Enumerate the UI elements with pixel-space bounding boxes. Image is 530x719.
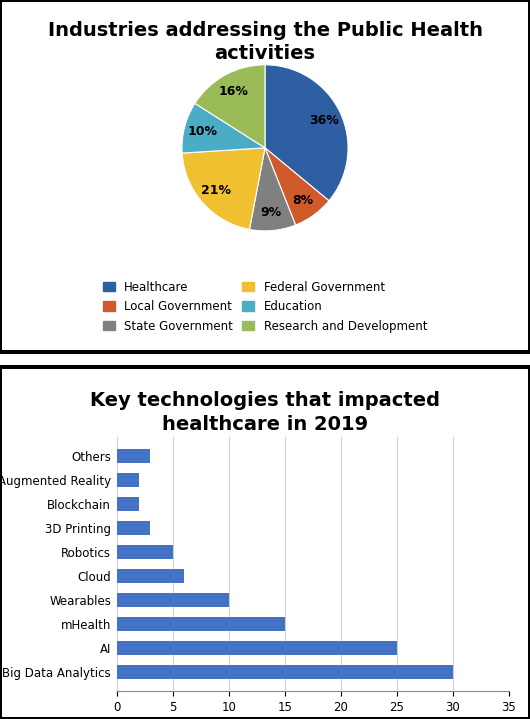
Bar	[117, 449, 150, 463]
Bar	[117, 472, 139, 487]
Bar	[117, 497, 139, 511]
Bar	[117, 545, 173, 559]
Text: Industries addressing the Public Health
activities: Industries addressing the Public Health …	[48, 21, 482, 63]
Bar	[117, 617, 285, 631]
Bar	[117, 592, 228, 607]
Legend: Healthcare, Local Government, State Government, Federal Government, Education, R: Healthcare, Local Government, State Gove…	[99, 277, 431, 336]
Bar	[117, 665, 453, 679]
Bar	[117, 641, 397, 655]
Bar	[117, 569, 184, 583]
Bar	[117, 521, 150, 535]
